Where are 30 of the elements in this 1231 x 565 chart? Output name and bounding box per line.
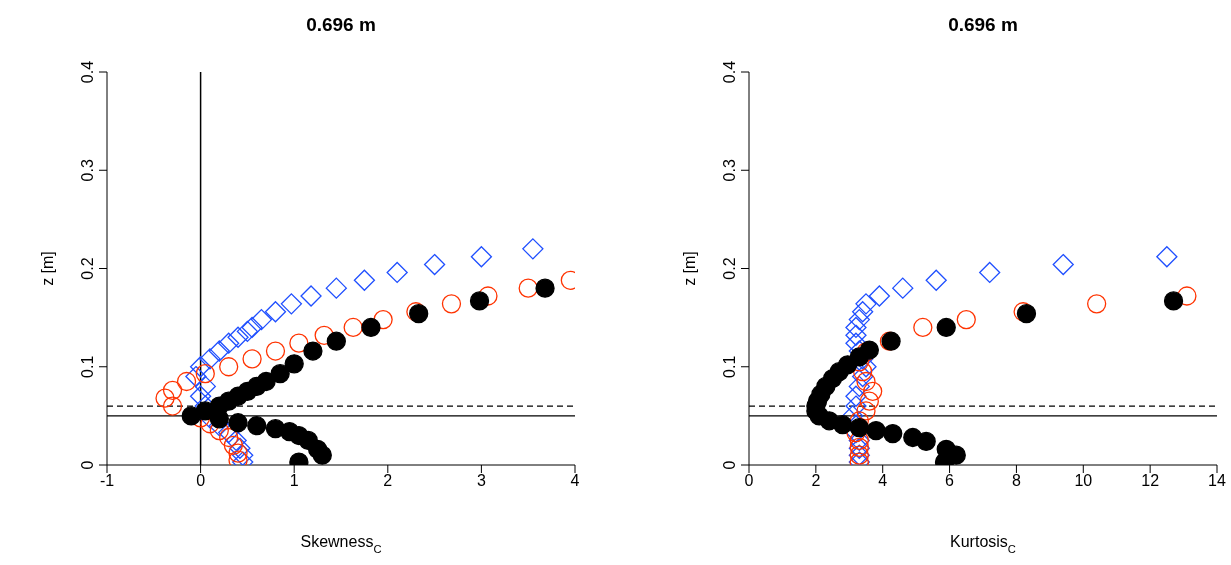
y-tick-label: 0.4 [721, 60, 738, 84]
chart-title: 0.696 m [947, 14, 1019, 36]
x-tick-label: 0 [744, 472, 754, 490]
x-tick-label: 0 [196, 472, 206, 490]
x-tick-label: 3 [476, 472, 486, 490]
x-tick-label: 2 [811, 472, 821, 490]
x-tick-label: -1 [99, 472, 115, 490]
y-axis-title: z [m] [681, 251, 698, 286]
x-axis-title: Kurtosis$_{C}$ [950, 533, 1016, 555]
x-axis-title: Skewness$_{C}$ [300, 533, 382, 555]
y-tick-label: 0.2 [721, 257, 738, 280]
x-tick-label: 4 [570, 472, 580, 490]
x-tick-label: 12 [1141, 472, 1160, 490]
x-tick-label: 6 [945, 472, 955, 490]
y-tick-label: 0 [721, 460, 738, 470]
y-axis-title: z [m] [39, 251, 56, 286]
x-tick-label: 10 [1074, 472, 1093, 490]
x-tick-label: 1 [289, 472, 299, 490]
y-tick-label: 0.3 [721, 159, 738, 182]
x-tick-label: 8 [1011, 472, 1021, 490]
y-tick-label: 0.1 [79, 355, 96, 378]
x-tick-label: 4 [878, 472, 888, 490]
y-tick-label: 0.3 [79, 159, 96, 182]
chart-title: 0.696 m [305, 14, 377, 36]
x-tick-label: 14 [1208, 472, 1226, 490]
y-tick-label: 0 [79, 460, 96, 470]
y-tick-label: 0.1 [721, 355, 738, 378]
y-tick-label: 0.2 [79, 257, 96, 280]
x-tick-label: 2 [383, 472, 393, 490]
y-tick-label: 0.4 [79, 60, 96, 84]
